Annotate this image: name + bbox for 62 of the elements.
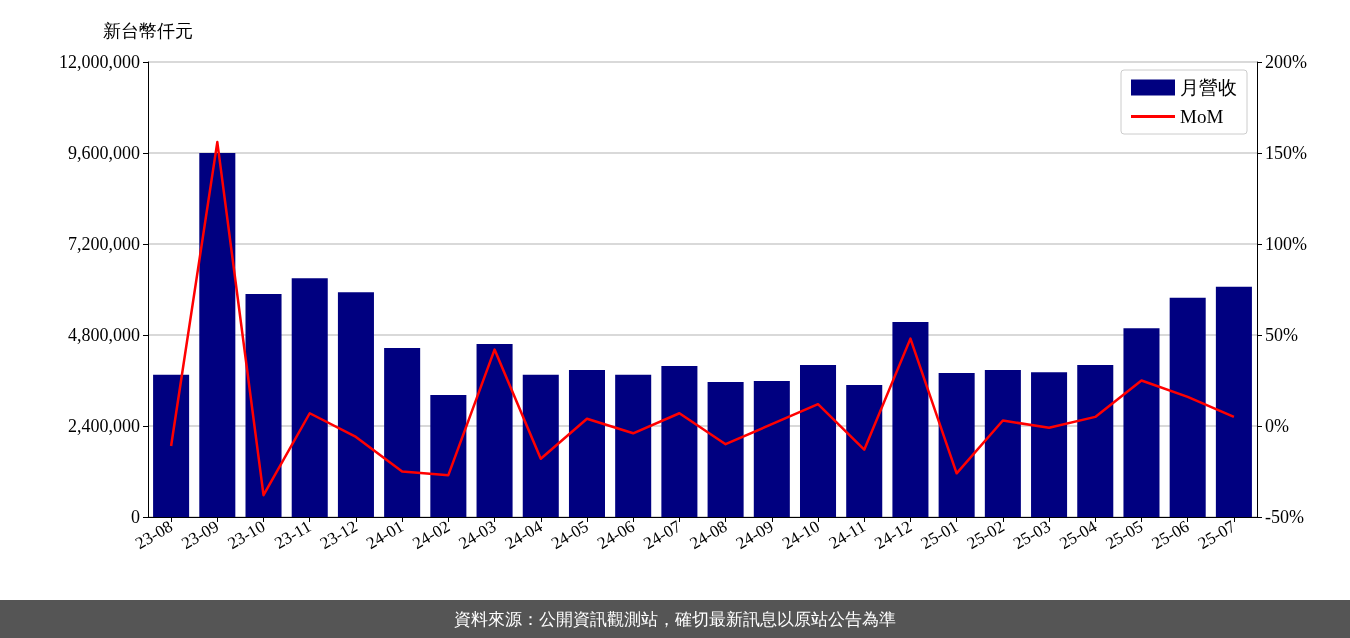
bar bbox=[522, 374, 559, 517]
bar bbox=[199, 153, 236, 517]
x-tick-label: 24-06 bbox=[594, 516, 638, 554]
bar bbox=[753, 380, 790, 517]
x-tick-label: 23-09 bbox=[178, 516, 223, 554]
bar bbox=[1077, 364, 1114, 517]
y2-tick-label: 0% bbox=[1265, 416, 1289, 436]
bar bbox=[938, 372, 975, 517]
x-tick-label: 25-01 bbox=[917, 516, 962, 554]
y2-tick-label: 100% bbox=[1265, 234, 1307, 254]
bar bbox=[1215, 286, 1252, 517]
bar bbox=[245, 294, 282, 517]
bar bbox=[337, 292, 374, 517]
x-tick-label: 23-12 bbox=[316, 516, 361, 554]
y-tick-label: 4,800,000 bbox=[68, 325, 140, 345]
bar bbox=[892, 322, 929, 517]
bar bbox=[1031, 372, 1068, 517]
y2-tick-label: 150% bbox=[1265, 143, 1307, 163]
bar bbox=[1169, 297, 1206, 517]
x-tick-label: 24-01 bbox=[363, 516, 407, 554]
x-tick-label: 25-03 bbox=[1010, 516, 1054, 554]
x-tick-label: 24-08 bbox=[686, 516, 731, 554]
x-tick-label: 24-11 bbox=[825, 516, 869, 553]
line-series bbox=[169, 140, 1236, 497]
x-tick-label: 24-10 bbox=[778, 516, 823, 554]
bar bbox=[430, 394, 467, 517]
y-tick-label: 7,200,000 bbox=[68, 234, 140, 254]
bar bbox=[661, 366, 698, 517]
bar bbox=[984, 369, 1021, 517]
bar bbox=[153, 374, 190, 517]
bar bbox=[707, 382, 744, 517]
x-tick-label: 24-09 bbox=[732, 516, 777, 554]
x-tick-label: 25-02 bbox=[963, 516, 1008, 554]
bar bbox=[476, 344, 513, 517]
source-note: 資料來源：公開資訊觀測站，確切最新訊息以原站公告為準 bbox=[454, 607, 896, 631]
bar bbox=[291, 278, 328, 517]
y2-tick-label: 200% bbox=[1265, 52, 1307, 72]
y-tick-label: 12,000,000 bbox=[59, 52, 140, 72]
y2-tick-label: 50% bbox=[1265, 325, 1298, 345]
y-axis-title: 新台幣仟元 bbox=[103, 21, 193, 41]
bar bbox=[384, 347, 421, 517]
y-tick-label: 9,600,000 bbox=[68, 143, 140, 163]
bar bbox=[846, 385, 883, 517]
x-tick-label: 24-03 bbox=[455, 516, 500, 554]
x-tick-label: 24-05 bbox=[547, 516, 592, 554]
x-tick-label: 23-11 bbox=[271, 516, 315, 553]
bar bbox=[568, 369, 605, 517]
x-tick-label: 24-04 bbox=[501, 516, 546, 554]
y-tick-label: 2,400,000 bbox=[68, 416, 140, 436]
x-tick-label: 23-10 bbox=[224, 516, 269, 554]
x-tick-label: 24-02 bbox=[409, 516, 454, 554]
y2-tick-label: -50% bbox=[1265, 507, 1304, 527]
x-tick-label: 25-06 bbox=[1148, 516, 1193, 554]
bar bbox=[800, 364, 837, 517]
bar bbox=[615, 374, 652, 517]
bar bbox=[1123, 328, 1160, 517]
x-tick-label: 25-04 bbox=[1056, 516, 1101, 554]
x-tick-label: 25-05 bbox=[1102, 516, 1147, 554]
y-tick-label: 0 bbox=[131, 507, 140, 527]
x-tick-label: 24-12 bbox=[871, 516, 916, 554]
legend-label: 月營收 bbox=[1180, 77, 1237, 98]
legend-label: MoM bbox=[1180, 106, 1224, 127]
